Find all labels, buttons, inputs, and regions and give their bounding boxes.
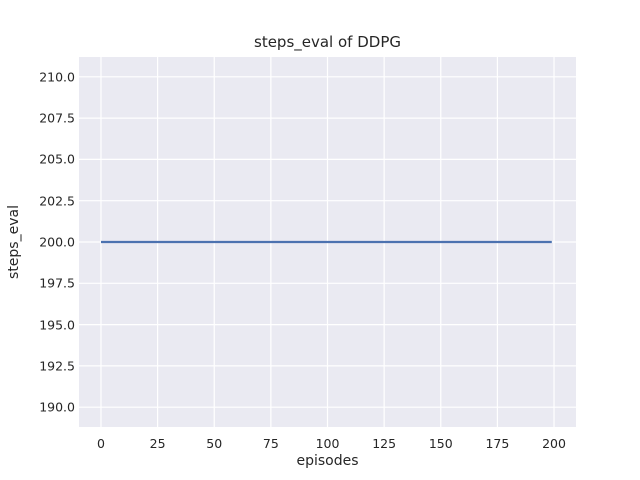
x-tick-label: 25	[149, 436, 166, 451]
y-tick-label: 197.5	[39, 275, 75, 291]
y-tick-label: 200.0	[39, 234, 75, 250]
x-tick-label: 100	[315, 436, 340, 451]
x-tick-label: 75	[262, 436, 279, 451]
plot-area	[79, 57, 576, 427]
y-tick-label: 190.0	[39, 399, 75, 415]
x-tick-label: 175	[485, 436, 510, 451]
x-tick-label: 200	[542, 436, 566, 451]
y-tick-label: 207.5	[39, 110, 75, 126]
y-tick-label: 192.5	[39, 358, 75, 374]
y-tick-label: 210.0	[39, 69, 75, 85]
x-axis-label: episodes	[296, 453, 359, 469]
y-axis-label: steps_eval	[6, 205, 22, 279]
y-tick-label: 202.5	[39, 193, 75, 209]
x-tick-label: 150	[428, 436, 453, 451]
y-tick-label: 195.0	[39, 317, 75, 333]
y-tick-label: 205.0	[39, 151, 75, 167]
chart-title: steps_eval of DDPG	[254, 33, 401, 51]
plot-svg	[79, 57, 576, 427]
x-tick-label: 125	[372, 436, 397, 451]
x-tick-label: 0	[96, 436, 105, 451]
x-tick-label: 50	[206, 436, 223, 451]
